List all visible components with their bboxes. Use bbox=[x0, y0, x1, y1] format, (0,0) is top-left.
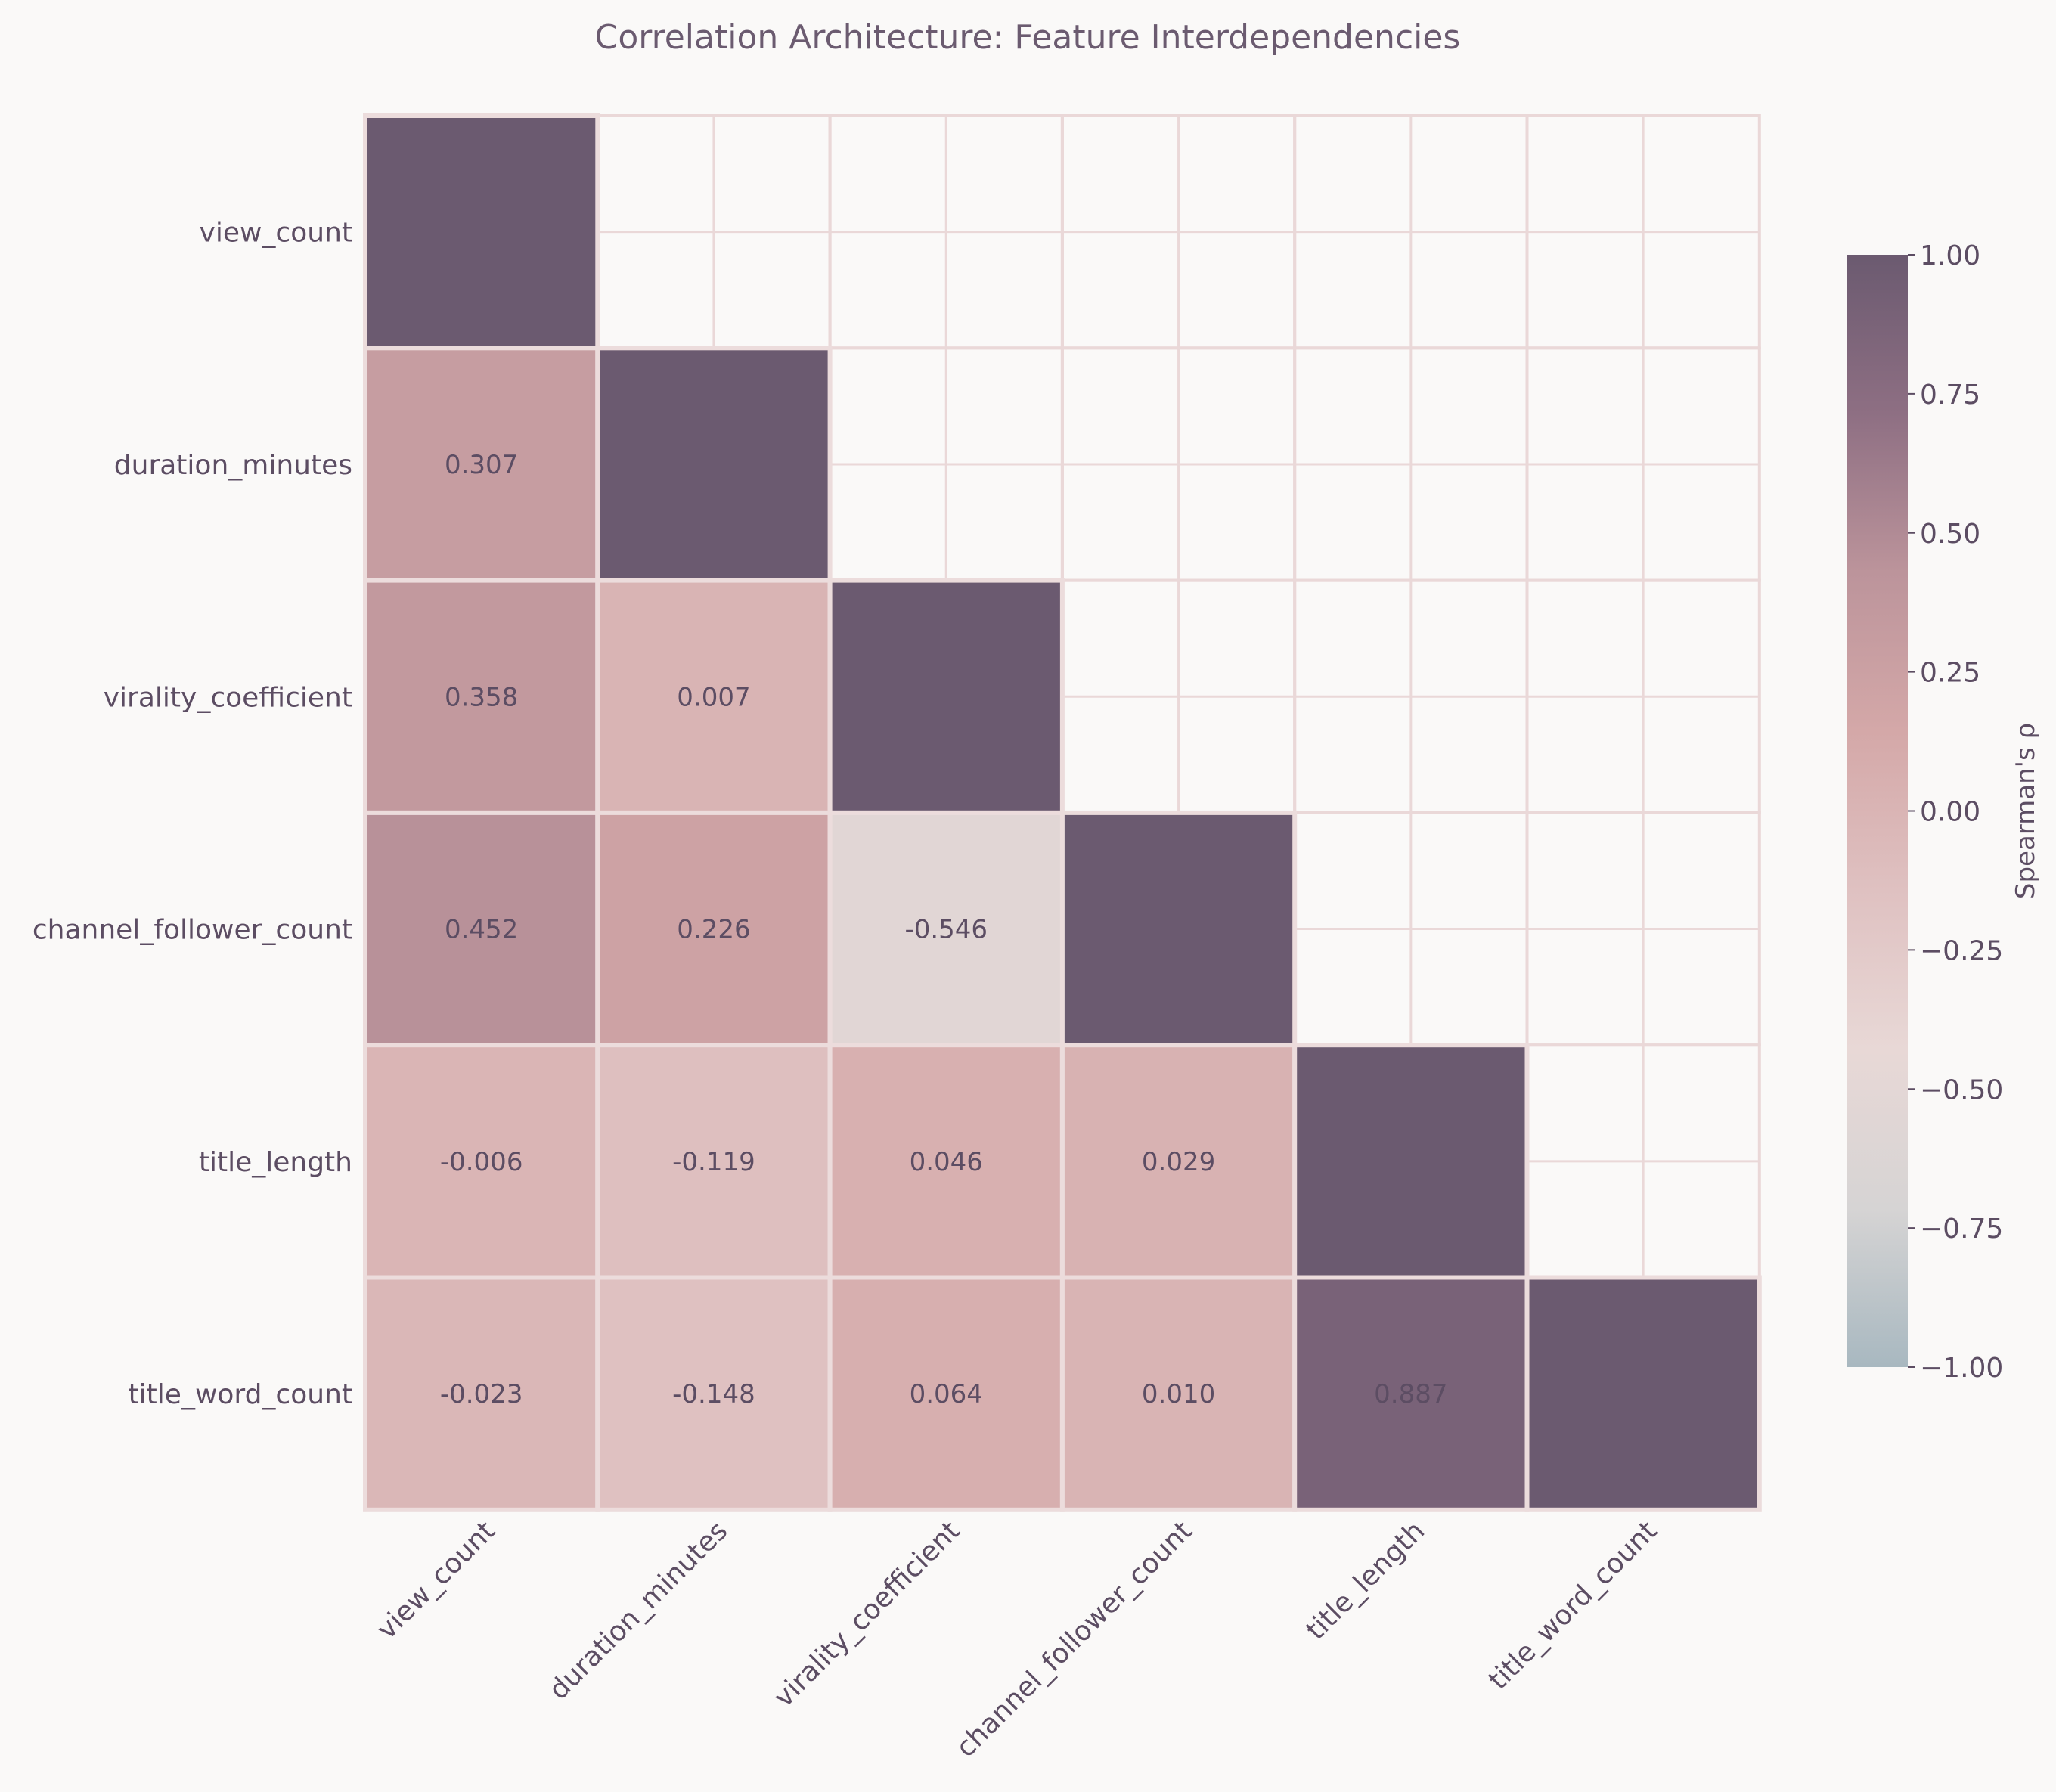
masked-cell bbox=[1293, 114, 1529, 350]
heatmap-cell bbox=[363, 578, 600, 815]
heatmap-cell bbox=[595, 346, 833, 583]
cell-value-label: 0.226 bbox=[677, 915, 750, 945]
heatmap-cell bbox=[595, 1275, 833, 1512]
heatmap-cell bbox=[1524, 1275, 1762, 1512]
cell-value-label: 0.307 bbox=[445, 450, 518, 480]
cell-value-label: -0.148 bbox=[672, 1379, 755, 1409]
heatmap-cell bbox=[827, 1043, 1065, 1280]
y-tick-label: duration_minutes bbox=[114, 450, 352, 481]
heatmap-cell bbox=[595, 810, 833, 1048]
masked-cell bbox=[828, 114, 1064, 350]
masked-cell bbox=[1060, 114, 1297, 350]
cell-value-label: -0.023 bbox=[440, 1379, 523, 1409]
masked-cell bbox=[1060, 578, 1297, 814]
masked-cell bbox=[1525, 346, 1761, 582]
y-tick-label: channel_follower_count bbox=[33, 915, 352, 946]
heatmap-cell bbox=[363, 1043, 600, 1280]
cell-value-label: 0.887 bbox=[1374, 1379, 1447, 1409]
heatmap-cell bbox=[1292, 1043, 1530, 1280]
masked-cell bbox=[1293, 346, 1529, 582]
colorbar-ticks: 1.00 0.75 0.50 0.25 0.00 −0.25 −0.50 −0.75 −1.00 bbox=[1908, 240, 2003, 1384]
x-tick-label: duration_minutes bbox=[543, 1515, 733, 1706]
heatmap-cell bbox=[1059, 1043, 1298, 1280]
masked-cell bbox=[1060, 346, 1297, 582]
masked-cell bbox=[1525, 578, 1761, 814]
cell-value-label: 0.007 bbox=[677, 682, 750, 712]
masked-cell bbox=[1525, 1043, 1761, 1279]
y-axis-tick-labels: view_count duration_minutes virality_coeff… bbox=[33, 218, 352, 1411]
y-tick-label: virality_coefficient bbox=[104, 682, 352, 713]
heatmap-cell bbox=[827, 810, 1065, 1048]
x-tick-label: view_count bbox=[371, 1515, 501, 1645]
masked-cell bbox=[596, 114, 832, 350]
cell-value-label: 0.358 bbox=[445, 682, 518, 712]
heatmap-cell bbox=[363, 346, 600, 583]
masked-cell bbox=[828, 346, 1064, 582]
x-tick-label: channel_follower_count bbox=[950, 1515, 1199, 1763]
colorbar: 1.00 0.75 0.50 0.25 0.00 −0.25 −0.50 −0.75 −1.00… bbox=[1847, 240, 2041, 1384]
masked-cell bbox=[1293, 578, 1529, 814]
cell-value-label: -0.119 bbox=[672, 1147, 755, 1177]
y-tick-label: title_word_count bbox=[129, 1379, 352, 1410]
colorbar-tick-label: 0.25 bbox=[1920, 658, 1980, 689]
colorbar-tick-label: −0.75 bbox=[1920, 1214, 2003, 1245]
colorbar-label: Spearman's ρ bbox=[2011, 723, 2041, 899]
x-tick-label: title_length bbox=[1301, 1515, 1431, 1646]
y-tick-label: view_count bbox=[200, 218, 352, 249]
colorbar-tick-label: −1.00 bbox=[1920, 1353, 2003, 1384]
colorbar-tick-label: 0.00 bbox=[1920, 797, 1980, 828]
cell-value-label: -0.006 bbox=[440, 1147, 523, 1177]
cell-value-label: 0.046 bbox=[910, 1147, 983, 1177]
cell-value-labels: 0.307 0.358 0.007 0.452 0.226 -0.546 -0.006 -0.… bbox=[440, 450, 1448, 1409]
colorbar-tick-label: −0.50 bbox=[1920, 1074, 2003, 1105]
x-tick-label: virality_coefficient bbox=[768, 1515, 966, 1713]
heatmap-cell bbox=[595, 1043, 833, 1280]
heatmap-cells bbox=[363, 113, 1762, 1512]
heatmap-cell bbox=[827, 1275, 1065, 1512]
heatmap-cell bbox=[1292, 1275, 1530, 1512]
cell-value-label: 0.010 bbox=[1142, 1379, 1215, 1409]
heatmap-cell bbox=[1059, 810, 1298, 1048]
masked-cell bbox=[1525, 811, 1761, 1047]
colorbar-tick-label: 0.50 bbox=[1920, 519, 1980, 550]
cell-value-label: 0.029 bbox=[1142, 1147, 1215, 1177]
colorbar-tick-label: 0.75 bbox=[1920, 380, 1980, 411]
chart-title: Correlation Architecture: Feature Interd… bbox=[595, 18, 1461, 57]
heatmap-cell bbox=[363, 810, 600, 1048]
masked-cell bbox=[1525, 114, 1761, 350]
colorbar-tick-label: −0.25 bbox=[1920, 935, 2003, 966]
heatmap-cell bbox=[827, 578, 1065, 815]
y-tick-label: title_length bbox=[199, 1147, 352, 1178]
heatmap-cell bbox=[595, 578, 833, 815]
heatmap-cell bbox=[363, 1275, 600, 1512]
x-axis-tick-labels: view_count duration_minutes virality_coeff… bbox=[371, 1515, 1664, 1763]
masked-cell bbox=[1293, 811, 1529, 1047]
colorbar-gradient bbox=[1847, 255, 1908, 1367]
heatmap-cell bbox=[363, 113, 600, 351]
cell-value-label: -0.546 bbox=[904, 915, 988, 945]
colorbar-tick-label: 1.00 bbox=[1920, 240, 1980, 271]
x-tick-label: title_word_count bbox=[1483, 1515, 1664, 1696]
cell-value-label: 0.064 bbox=[910, 1379, 983, 1409]
cell-value-label: 0.452 bbox=[445, 915, 518, 945]
